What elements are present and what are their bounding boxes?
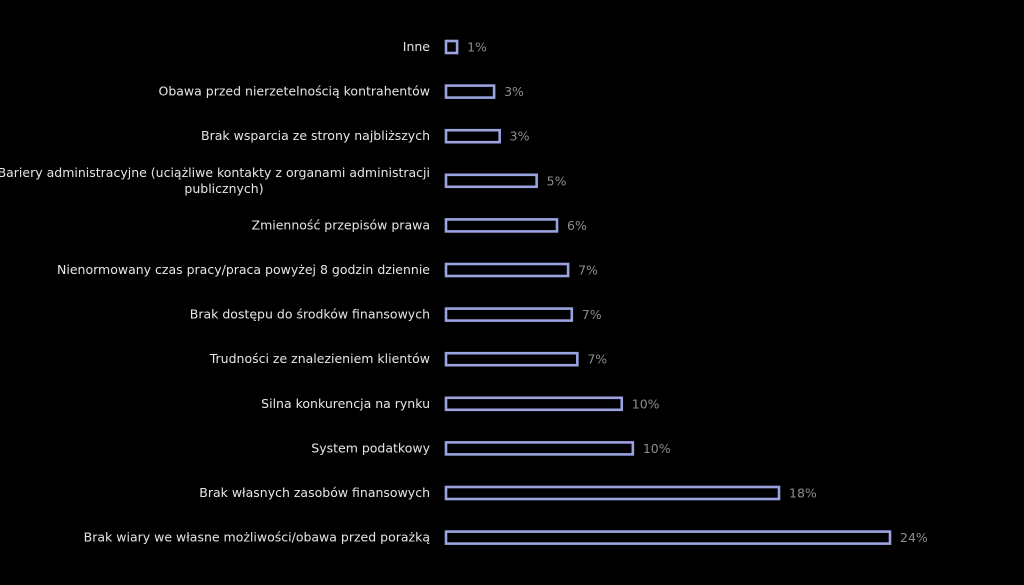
value-label-4: 6% <box>567 218 587 233</box>
bar-2 <box>444 128 501 144</box>
value-label-10: 18% <box>789 486 817 501</box>
category-label-11: Brak wiary we własne możliwości/obawa pr… <box>84 530 431 545</box>
value-label-2: 3% <box>510 129 530 144</box>
bar-10 <box>444 485 781 501</box>
category-label-9: System podatkowy <box>311 440 430 455</box>
category-label-2: Brak wsparcia ze strony najbliższych <box>201 128 430 143</box>
category-label-4: Zmienność przepisów prawa <box>252 217 430 232</box>
bar-0 <box>444 39 459 55</box>
bar-11 <box>444 530 892 545</box>
value-label-7: 7% <box>587 352 607 367</box>
bar-3 <box>444 173 538 189</box>
bar-4 <box>444 218 559 233</box>
bar-8 <box>444 396 624 412</box>
value-labels: 1% 3% 3% 5% 6% 7% 7% 7% 10% 10% 18% 24% <box>467 40 928 546</box>
category-label-7: Trudności ze znalezieniem klientów <box>209 351 430 366</box>
category-label-10: Brak własnych zasobów finansowych <box>199 485 430 500</box>
category-label-1: Obawa przed nierzetelnością kontrahentów <box>159 84 431 99</box>
bar-5 <box>444 262 570 278</box>
category-label-8: Silna konkurencja na rynku <box>261 396 430 411</box>
category-label-3-line-1: publicznych) <box>184 181 263 196</box>
value-label-5: 7% <box>578 263 598 278</box>
value-label-1: 3% <box>504 84 524 99</box>
value-label-9: 10% <box>643 441 671 456</box>
value-label-3: 5% <box>547 173 567 188</box>
category-label-6: Brak dostępu do środków finansowych <box>190 307 430 322</box>
value-label-11: 24% <box>900 530 928 545</box>
category-label-0: Inne <box>403 39 431 54</box>
category-label-5: Nienormowany czas pracy/praca powyżej 8 … <box>57 262 430 277</box>
category-label-3-line-0: Bariery administracyjne (uciążliwe konta… <box>0 165 430 180</box>
value-label-0: 1% <box>467 40 487 55</box>
bar-7 <box>444 351 579 367</box>
category-labels: Inne Obawa przed nierzetelnością kontrahe… <box>0 39 431 545</box>
value-label-8: 10% <box>632 396 660 411</box>
bars <box>444 39 892 545</box>
bar-6 <box>444 307 574 322</box>
value-label-6: 7% <box>582 307 602 322</box>
bar-1 <box>444 84 496 99</box>
bar-9 <box>444 441 635 456</box>
